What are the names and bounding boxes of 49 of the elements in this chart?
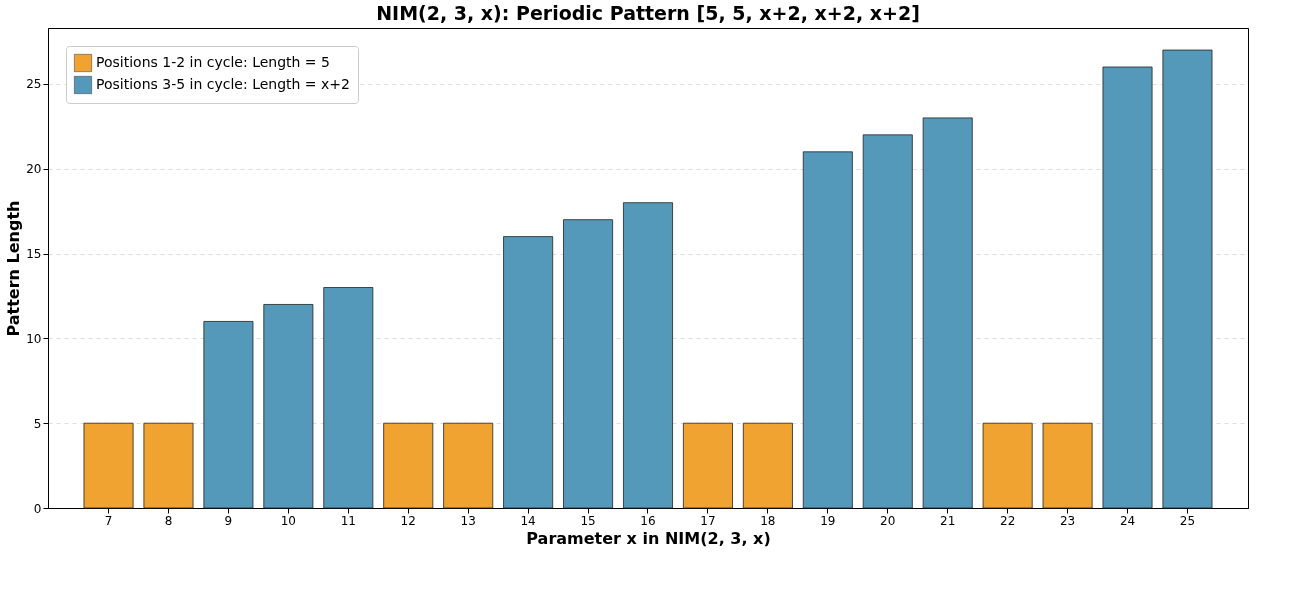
bar <box>742 422 793 509</box>
bar <box>503 236 554 509</box>
x-tick-label: 8 <box>164 513 173 528</box>
y-tick-label: 20 <box>26 162 42 177</box>
bar <box>83 422 134 509</box>
y-tick-label: 25 <box>26 77 42 92</box>
bar <box>802 151 853 509</box>
bar <box>862 134 913 509</box>
bar <box>623 202 673 509</box>
y-tick-label: 15 <box>26 247 42 262</box>
bar <box>1042 422 1093 509</box>
y-tick-label: 5 <box>33 416 42 431</box>
x-tick-label: 24 <box>1119 513 1136 528</box>
bar <box>1162 49 1213 509</box>
x-tick-label: 11 <box>340 513 356 528</box>
x-tick-label: 21 <box>940 513 956 528</box>
y-tick-label: 0 <box>33 501 42 516</box>
chart-title: NIM(2, 3, x): Periodic Pattern [5, 5, x+2, x+2, x+2] <box>376 2 920 24</box>
bar <box>203 321 254 509</box>
x-tick-label: 10 <box>280 513 296 528</box>
x-tick-label: 17 <box>700 513 716 528</box>
bar <box>323 287 374 509</box>
x-axis-title: Parameter x in NIM(2, 3, x) <box>526 528 771 548</box>
x-tick-label: 18 <box>760 513 776 528</box>
y-axis-title: Pattern Length <box>4 200 24 337</box>
bar <box>443 422 494 509</box>
y-tick-label: 10 <box>26 331 42 346</box>
bar <box>383 422 434 509</box>
x-tick-label: 12 <box>400 513 416 528</box>
legend-label: Positions 1-2 in cycle: Length = 5 <box>96 54 330 70</box>
x-tick-label: 20 <box>880 513 896 528</box>
bar <box>1102 66 1153 509</box>
x-tick-label: 23 <box>1059 513 1076 528</box>
x-tick-label: 13 <box>460 513 476 528</box>
bar <box>922 117 973 509</box>
x-tick-label: 9 <box>224 513 233 528</box>
bar <box>682 422 733 509</box>
x-tick-label: 19 <box>820 513 836 528</box>
x-tick-label: 15 <box>580 513 596 528</box>
x-tick-label: 22 <box>1000 513 1016 528</box>
bar <box>143 422 194 509</box>
bar <box>263 304 314 509</box>
legend-label: Positions 3-5 in cycle: Length = x+2 <box>96 76 350 92</box>
x-tick-label: 14 <box>520 513 536 528</box>
x-tick-label: 25 <box>1179 513 1196 528</box>
bar <box>563 219 614 509</box>
x-tick-label: 16 <box>640 513 656 528</box>
x-tick-label: 7 <box>104 513 113 528</box>
bar <box>982 422 1033 509</box>
